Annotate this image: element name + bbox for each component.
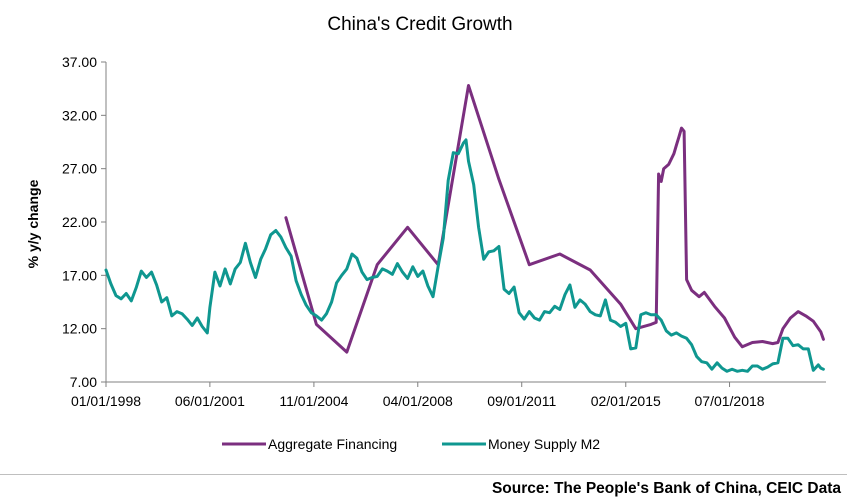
legend-item: Aggregate Financing (222, 436, 397, 452)
x-tick-label: 11/01/2004 (279, 393, 348, 409)
y-tick-label: 17.00 (62, 267, 97, 283)
x-axis: 01/01/1998 06/01/2001 11/01/2004 04/01/2008… (71, 381, 826, 409)
source-note: Source: The People's Bank of China, CEIC… (491, 480, 841, 497)
legend-label: Money Supply M2 (488, 436, 600, 452)
x-tick-label: 09/01/2011 (487, 393, 556, 409)
source-divider (0, 474, 847, 475)
legend-label: Aggregate Financing (268, 436, 397, 452)
plot-area (104, 84, 825, 373)
y-tick-label: 12.00 (62, 321, 97, 337)
series-line-money-supply-m2 (104, 138, 825, 373)
legend: Aggregate Financing Money Supply M2 (222, 436, 600, 452)
y-tick-label: 22.00 (62, 214, 97, 230)
x-tick-label: 07/01/2018 (695, 393, 765, 409)
y-tick-label: 27.00 (62, 161, 97, 177)
y-axis-label: % y/y change (25, 179, 41, 268)
legend-item: Money Supply M2 (442, 436, 600, 452)
chart-title: China's Credit Growth (327, 14, 512, 35)
y-tick-label: 37.00 (62, 54, 97, 70)
y-tick-label: 32.00 (62, 107, 97, 123)
y-tick-label: 7.00 (70, 374, 97, 390)
x-tick-label: 06/01/2001 (175, 393, 245, 409)
x-tick-label: 01/01/1998 (71, 393, 141, 409)
x-tick-label: 04/01/2008 (383, 393, 453, 409)
series-line-aggregate-financing (284, 84, 825, 354)
y-axis: 7.00 12.00 17.00 22.00 27.00 32.00 37.00 (62, 54, 107, 390)
x-tick-label: 02/01/2015 (591, 393, 661, 409)
